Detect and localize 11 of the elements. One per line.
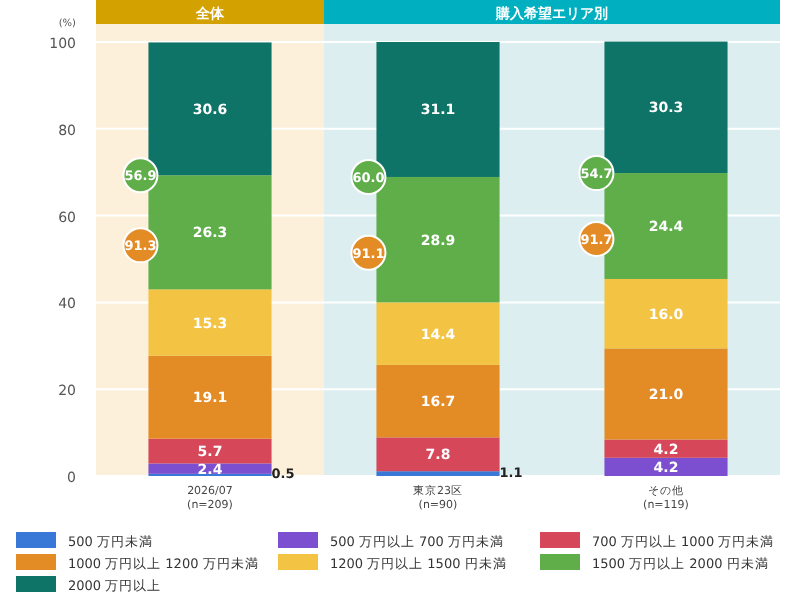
bar [148,463,272,474]
bar [376,302,500,365]
bar [376,437,500,472]
bar [604,439,728,458]
bar [604,457,728,476]
bar [376,364,500,438]
bar [148,355,272,439]
bar [148,438,272,464]
bar [148,289,272,356]
bar [604,348,728,440]
bar [604,278,728,349]
